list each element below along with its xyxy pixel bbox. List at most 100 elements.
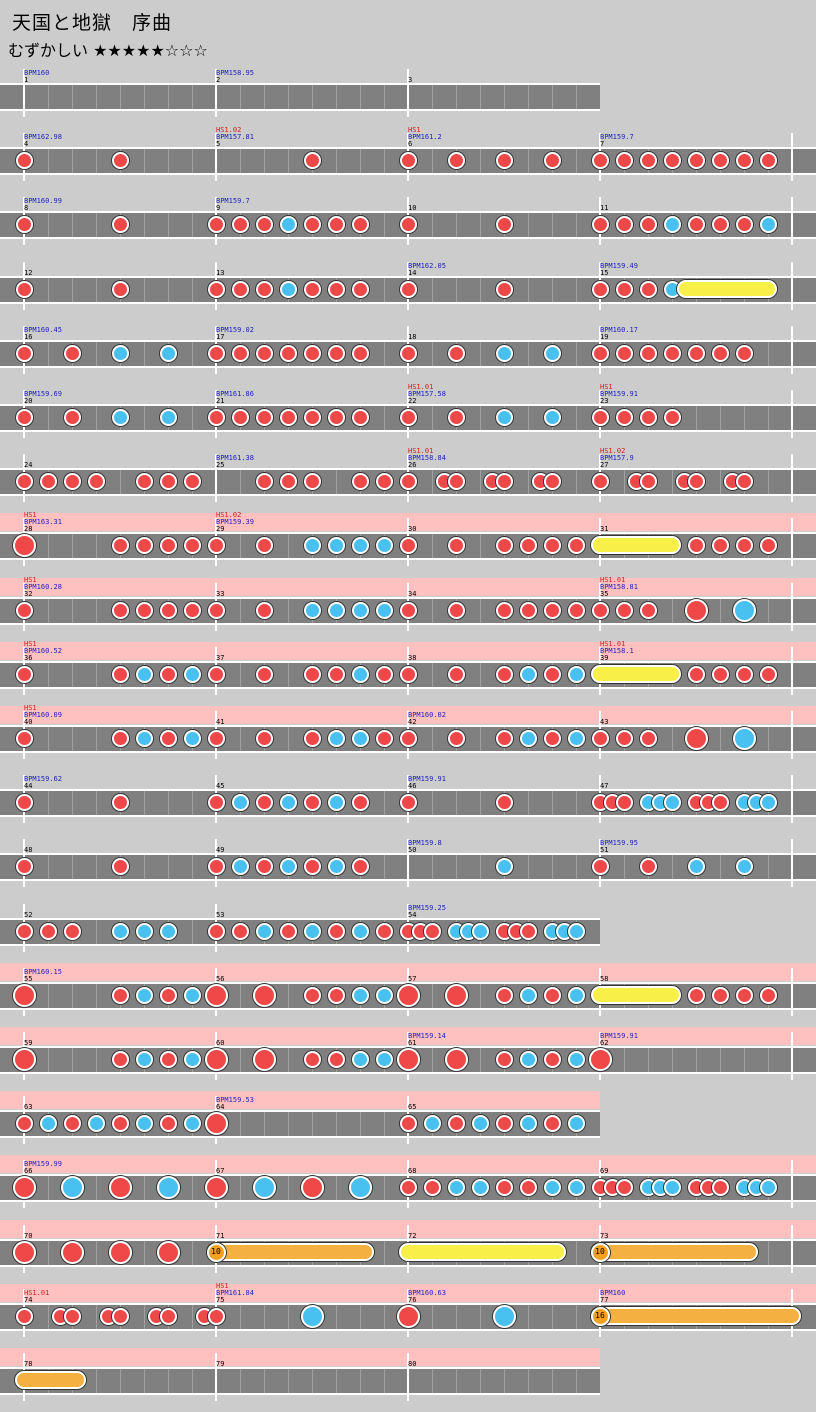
- don-note: [495, 151, 513, 169]
- beat-line: [96, 663, 97, 687]
- bpm-label: BPM160.02: [408, 711, 446, 719]
- ka-note: [543, 408, 561, 426]
- chart-row: 24 25 BPM161.38 26 BPM158.84 HS1.01 27 BPM157.9…: [0, 448, 816, 513]
- ka-note: [375, 601, 393, 619]
- don-note: [423, 922, 441, 940]
- ka-note: [279, 215, 297, 233]
- big-don-note: [252, 1047, 276, 1071]
- beat-line: [336, 1112, 337, 1136]
- don-note: [351, 408, 369, 426]
- don-note: [711, 1178, 729, 1196]
- ka-note: [495, 408, 513, 426]
- don-note: [639, 857, 657, 875]
- beat-line: [360, 149, 361, 173]
- don-note: [615, 215, 633, 233]
- measure-number: 22: [408, 397, 417, 405]
- beat-line: [264, 1369, 265, 1393]
- don-note: [159, 472, 177, 490]
- ka-note: [567, 1114, 585, 1132]
- don-note: [15, 280, 33, 298]
- beat-line: [480, 149, 481, 173]
- don-note: [591, 151, 609, 169]
- beat-line: [72, 534, 73, 558]
- beat-line: [480, 599, 481, 623]
- measure-number: 11: [600, 204, 609, 212]
- don-note: [639, 280, 657, 298]
- ka-note: [519, 1050, 537, 1068]
- beat-line: [432, 278, 433, 302]
- measure-number: 26: [408, 461, 417, 469]
- don-note: [351, 215, 369, 233]
- ka-note: [159, 922, 177, 940]
- bpm-label: BPM157.9: [600, 454, 634, 462]
- big-drumroll-note: [15, 1371, 86, 1389]
- lane-edge: [0, 944, 600, 946]
- bpm-label: BPM160.09: [24, 711, 62, 719]
- don-note: [111, 986, 129, 1004]
- beat-line: [432, 663, 433, 687]
- don-note: [111, 601, 129, 619]
- ka-note: [351, 1050, 369, 1068]
- don-note: [591, 408, 609, 426]
- beat-line: [288, 1176, 289, 1200]
- beat-line: [480, 1048, 481, 1072]
- big-ka-note: [492, 1304, 516, 1328]
- big-don-note: [204, 1175, 228, 1199]
- big-don-note: [12, 1047, 36, 1071]
- big-don-note: [12, 533, 36, 557]
- don-note: [399, 729, 417, 747]
- ka-note: [279, 857, 297, 875]
- beat-line: [528, 1369, 529, 1393]
- beat-line: [48, 984, 49, 1008]
- beat-line: [528, 213, 529, 237]
- chart-row: 1 BPM160 2 BPM158.95 3: [0, 64, 600, 128]
- chart-row: 16 BPM160.45 17 BPM159.02 18 19 BPM160.17: [0, 321, 816, 385]
- don-note: [303, 280, 321, 298]
- beat-line: [336, 1369, 337, 1393]
- measure-number: 60: [216, 1039, 225, 1047]
- note-lane: [0, 83, 600, 111]
- don-note: [63, 922, 81, 940]
- don-note: [399, 1178, 417, 1196]
- don-note: [111, 729, 129, 747]
- beat-line: [384, 1369, 385, 1393]
- beat-line: [528, 278, 529, 302]
- ka-note: [327, 729, 345, 747]
- ka-note: [375, 1050, 393, 1068]
- beat-line: [144, 1369, 145, 1393]
- ka-note: [255, 922, 273, 940]
- measure-number: 55: [24, 975, 33, 983]
- beat-line: [72, 663, 73, 687]
- beat-line: [432, 791, 433, 815]
- ka-note: [495, 857, 513, 875]
- don-note: [231, 215, 249, 233]
- beat-line: [432, 149, 433, 173]
- chart-header: 天国と地獄 序曲 むずかしい ★★★★★☆☆☆: [0, 0, 816, 64]
- bpm-label: BPM161.86: [216, 390, 254, 398]
- don-note: [159, 665, 177, 683]
- chart-row: 8 BPM160.99 9 BPM159.7 10 11: [0, 192, 816, 256]
- beat-line: [624, 470, 625, 494]
- don-note: [495, 280, 513, 298]
- don-note: [15, 793, 33, 811]
- don-note: [159, 729, 177, 747]
- don-note: [735, 472, 753, 490]
- bpm-label: BPM161.38: [216, 454, 254, 462]
- beat-line: [240, 1176, 241, 1200]
- beat-line: [240, 1305, 241, 1329]
- don-note: [495, 986, 513, 1004]
- don-note: [351, 472, 369, 490]
- bpm-label: BPM159.25: [408, 904, 446, 912]
- beat-line: [384, 1176, 385, 1200]
- barline: [791, 390, 793, 438]
- beat-line: [456, 213, 457, 237]
- big-don-note: [396, 1047, 420, 1071]
- barline: [791, 1160, 793, 1208]
- don-note: [303, 344, 321, 362]
- don-note: [255, 344, 273, 362]
- beat-line: [264, 149, 265, 173]
- beat-line: [144, 213, 145, 237]
- measure-number: 52: [24, 911, 33, 919]
- beat-line: [264, 85, 265, 109]
- beat-line: [96, 791, 97, 815]
